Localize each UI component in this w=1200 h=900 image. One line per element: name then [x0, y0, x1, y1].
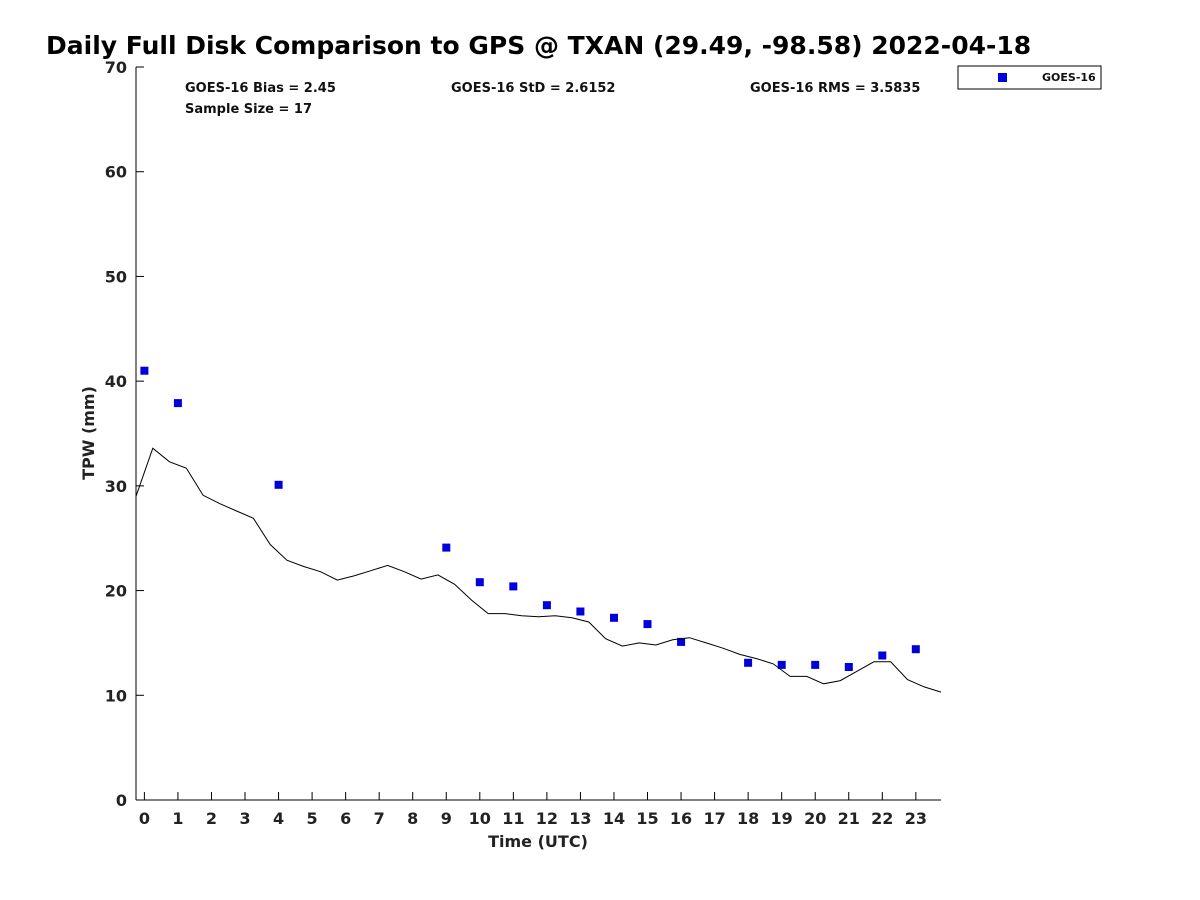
x-tick-label-18: 18	[737, 809, 759, 828]
legend: GOES-16	[957, 65, 1102, 90]
x-tick-label-16: 16	[670, 809, 692, 828]
legend-box	[957, 65, 1102, 90]
x-tick-label-5: 5	[307, 809, 318, 828]
x-tick-label-22: 22	[871, 809, 893, 828]
data-point-goes16-14	[610, 613, 618, 622]
chart-title: Daily Full Disk Comparison to GPS @ TXAN…	[46, 31, 1031, 60]
std-annotation: GOES-16 StD = 2.6152	[451, 81, 615, 96]
bias-annotation: GOES-16 Bias = 2.45	[185, 81, 336, 96]
data-point-goes16-12	[542, 601, 551, 610]
data-point-goes16-20	[811, 660, 820, 669]
y-tick-label-20: 20	[105, 582, 127, 601]
data-point-goes16-0	[140, 366, 149, 375]
stats-annotations: GOES-16 Bias = 2.45 Sample Size = 17 GOE…	[185, 81, 920, 117]
y-tick-label-60: 60	[105, 163, 127, 182]
sample-size-annotation: Sample Size = 17	[185, 102, 312, 117]
x-tick-label-11: 11	[502, 809, 524, 828]
x-tick-label-3: 3	[239, 809, 250, 828]
y-tick-label-50: 50	[105, 267, 127, 286]
series-line-1	[135, 447, 942, 693]
data-point-goes16-10	[475, 578, 484, 587]
x-tick-label-1: 1	[172, 809, 183, 828]
x-tick-label-12: 12	[536, 809, 558, 828]
data-point-goes16-9	[442, 543, 451, 552]
x-tick-label-17: 17	[703, 809, 725, 828]
data-point-goes16-11	[509, 582, 518, 591]
x-tick-label-6: 6	[340, 809, 351, 828]
x-tick-label-13: 13	[569, 809, 591, 828]
y-axis-label: TPW (mm)	[79, 386, 98, 480]
data-point-goes16-16	[677, 637, 686, 646]
y-tick-label-30: 30	[105, 477, 127, 496]
data-point-goes16-15	[643, 620, 652, 629]
data-point-goes16-4	[274, 480, 283, 489]
x-axis-label: Time (UTC)	[488, 832, 588, 851]
x-tick-label-20: 20	[804, 809, 826, 828]
x-tick-label-19: 19	[771, 809, 793, 828]
data-point-goes16-23	[911, 645, 920, 654]
x-tick-label-2: 2	[206, 809, 217, 828]
data-point-goes16-19	[777, 660, 786, 669]
data-point-goes16-1	[173, 399, 182, 408]
rms-annotation: GOES-16 RMS = 3.5835	[750, 81, 920, 96]
x-tick-label-15: 15	[636, 809, 658, 828]
x-tick-label-9: 9	[441, 809, 452, 828]
data-point-goes16-21	[844, 663, 853, 671]
data-point-goes16-22	[878, 651, 887, 660]
legend-label-goes16: GOES-16	[1042, 71, 1096, 84]
y-tick-label-10: 10	[105, 686, 127, 705]
data-point-goes16-13	[576, 607, 585, 616]
x-tick-label-7: 7	[374, 809, 385, 828]
x-tick-label-14: 14	[603, 809, 625, 828]
y-tick-label-0: 0	[116, 791, 127, 810]
x-tick-label-23: 23	[905, 809, 927, 828]
legend-marker-goes16	[998, 73, 1007, 82]
data-point-goes16-18	[744, 658, 753, 667]
x-tick-label-8: 8	[407, 809, 418, 828]
y-tick-label-70: 70	[105, 58, 127, 77]
y-tick-label-40: 40	[105, 372, 127, 391]
x-tick-label-21: 21	[838, 809, 860, 828]
x-tick-label-4: 4	[273, 809, 284, 828]
x-tick-label-0: 0	[139, 809, 150, 828]
x-tick-label-10: 10	[469, 809, 491, 828]
